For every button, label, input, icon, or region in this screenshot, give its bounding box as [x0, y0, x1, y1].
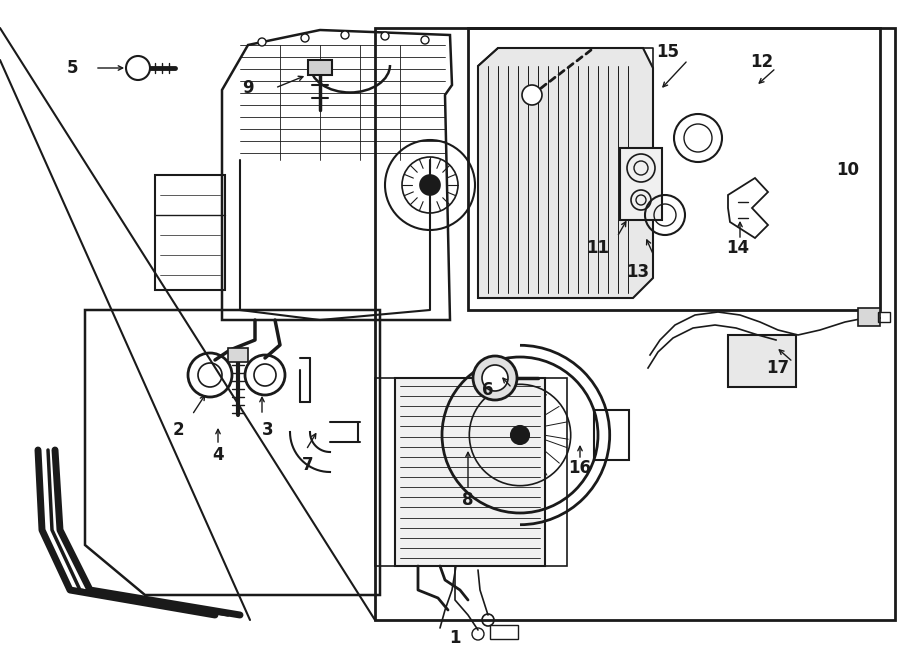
Circle shape [522, 85, 542, 105]
Circle shape [420, 175, 440, 195]
Circle shape [341, 31, 349, 39]
Text: 6: 6 [482, 381, 494, 399]
Circle shape [510, 426, 529, 444]
Text: 12: 12 [751, 53, 774, 71]
Text: 1: 1 [449, 629, 461, 647]
Bar [308, 60, 332, 75]
Bar [468, 28, 880, 310]
Text: 9: 9 [242, 79, 254, 97]
Circle shape [482, 365, 508, 391]
Circle shape [381, 32, 389, 40]
Bar [858, 308, 880, 326]
Text: 13: 13 [626, 263, 650, 281]
Bar [620, 148, 662, 220]
Bar [395, 378, 545, 566]
Circle shape [473, 356, 517, 400]
Circle shape [301, 34, 309, 42]
Polygon shape [478, 48, 653, 298]
Text: 2: 2 [172, 421, 184, 439]
Bar [594, 410, 629, 460]
Text: 15: 15 [656, 43, 680, 61]
Text: 11: 11 [587, 239, 609, 257]
Text: 7: 7 [302, 456, 314, 474]
Bar [545, 378, 567, 566]
Bar [490, 625, 518, 639]
Bar [155, 175, 225, 290]
Bar [728, 335, 796, 387]
Text: 14: 14 [726, 239, 750, 257]
Circle shape [421, 36, 429, 44]
Text: 3: 3 [262, 421, 274, 439]
Text: 8: 8 [463, 491, 473, 509]
Text: 10: 10 [836, 161, 860, 179]
Text: 17: 17 [767, 359, 789, 377]
Bar [375, 378, 395, 566]
Bar [375, 28, 895, 620]
Text: 4: 4 [212, 446, 224, 464]
Bar [228, 348, 248, 362]
Bar [878, 312, 890, 322]
Text: 16: 16 [569, 459, 591, 477]
Circle shape [258, 38, 266, 46]
Text: 5: 5 [67, 59, 77, 77]
Circle shape [126, 56, 150, 80]
